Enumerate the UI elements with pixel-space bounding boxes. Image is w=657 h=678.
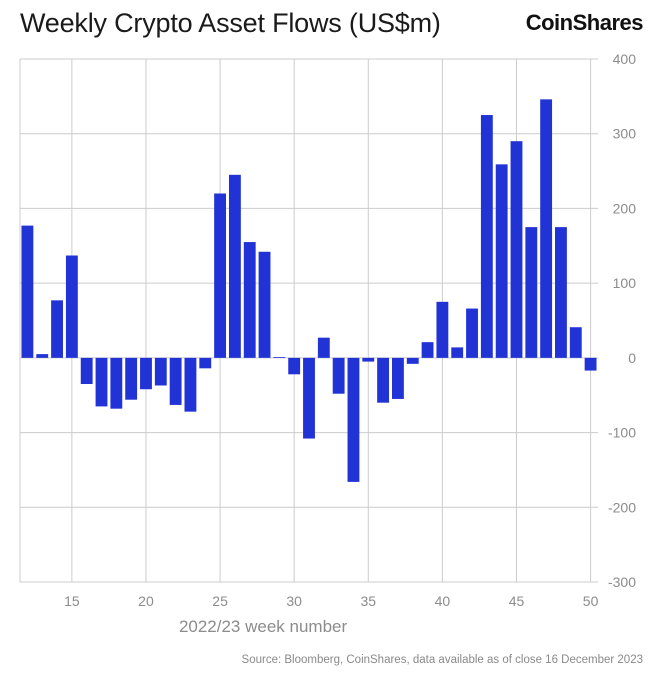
bar-week-15 (65, 255, 78, 358)
bar-week-27 (243, 242, 256, 358)
bar-week-44 (495, 164, 508, 358)
y-tick-label: 400 (613, 51, 637, 67)
bar-week-31 (303, 357, 315, 439)
bar-week-13 (36, 354, 49, 358)
y-tick-label: -300 (608, 574, 636, 590)
bar-week-43 (480, 115, 493, 358)
chart-title: Weekly Crypto Asset Flows (US$m) (20, 8, 441, 38)
bar-week-21 (154, 357, 167, 386)
bar-week-32 (317, 337, 330, 358)
bar-week-24 (199, 357, 212, 369)
bar-week-47 (540, 99, 553, 358)
bar-week-12 (21, 225, 34, 358)
bar-week-40 (436, 301, 449, 358)
bar-week-19 (125, 357, 138, 400)
bar-week-25 (214, 193, 227, 358)
x-tick-label: 20 (138, 593, 154, 609)
bar-week-16 (80, 357, 93, 385)
x-tick-label: 25 (212, 593, 228, 609)
bar-week-33 (332, 357, 345, 394)
x-tick-label: 15 (64, 593, 80, 609)
bar-week-26 (228, 174, 241, 358)
bar-week-46 (525, 227, 538, 358)
bar-week-34 (347, 357, 360, 482)
bar-week-22 (169, 357, 182, 405)
bar-week-18 (110, 357, 123, 409)
bar-week-28 (258, 251, 271, 358)
bar-week-29 (273, 357, 286, 358)
bar-week-39 (421, 342, 434, 358)
bar-week-35 (362, 357, 375, 362)
bar-week-37 (391, 357, 404, 399)
y-tick-label: -200 (608, 499, 636, 515)
bar-week-14 (51, 300, 63, 358)
bar-week-36 (377, 357, 390, 403)
bar-week-20 (140, 357, 152, 390)
bar-week-23 (184, 357, 197, 412)
x-tick-label: 30 (286, 593, 302, 609)
x-tick-label: 50 (583, 593, 599, 609)
y-tick-label: 200 (613, 200, 637, 216)
bar-week-45 (510, 141, 523, 358)
bar-week-17 (95, 357, 108, 407)
bar-week-38 (406, 357, 419, 364)
bar-week-49 (569, 327, 582, 358)
bar-week-48 (555, 227, 567, 358)
x-tick-label: 35 (360, 593, 376, 609)
y-tick-label: 300 (613, 126, 637, 142)
source-note: Source: Bloomberg, CoinShares, data avai… (241, 654, 643, 666)
bar-week-42 (466, 308, 478, 358)
x-tick-label: 40 (435, 593, 451, 609)
y-tick-label: -100 (608, 425, 636, 441)
weekly-flows-chart: 400 300 200 100 0 -100 -200 -300 15 20 25 30 35 40 45… (19, 51, 637, 636)
y-tick-label: 0 (628, 350, 636, 366)
x-tick-label: 45 (509, 593, 525, 609)
coinshares-logo: CoinShares (525, 10, 644, 35)
x-axis-label: 2022/23 week number (179, 617, 348, 636)
y-tick-label: 100 (613, 275, 637, 291)
bar-week-41 (451, 347, 464, 358)
bar-week-50 (584, 357, 597, 371)
bar-week-30 (288, 357, 301, 375)
